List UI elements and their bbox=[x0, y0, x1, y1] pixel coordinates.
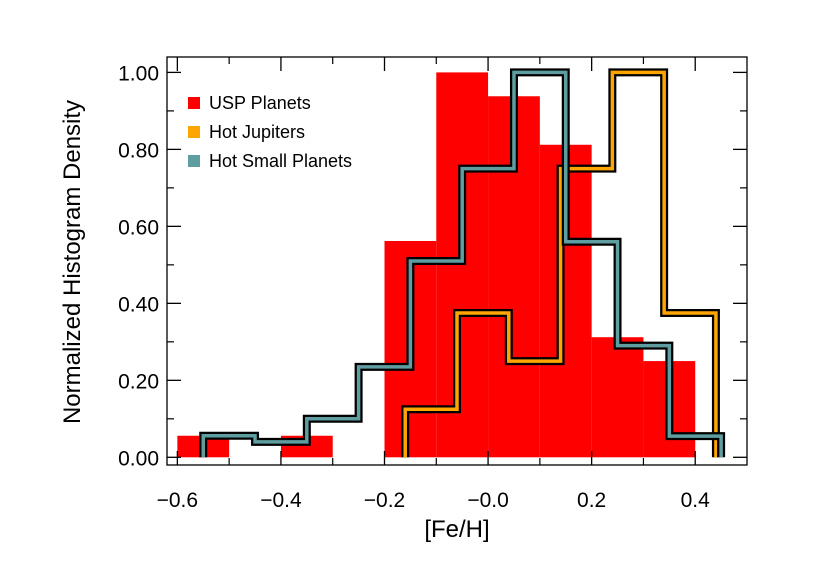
x-tick-label: −0.2 bbox=[364, 489, 405, 512]
x-tick-label: −0.4 bbox=[260, 489, 302, 512]
legend-swatch-hot-jupiters bbox=[188, 126, 200, 138]
x-tick-label: 0.4 bbox=[681, 489, 711, 512]
x-axis-title: [Fe/H] bbox=[424, 516, 489, 543]
legend-swatch-usp-planets bbox=[188, 97, 200, 109]
y-axis-title: Normalized Histogram Density bbox=[59, 100, 86, 424]
y-tick-label: 0.80 bbox=[118, 139, 159, 162]
axis-ticks-layer: −0.6 −0.4 −0.2 −0.0 0.2 0.4 0.00 0.20 0.40 0.60 0.… bbox=[118, 57, 747, 512]
usp-planets-bar-8 bbox=[591, 337, 644, 458]
legend-label-hot-small-planets: Hot Small Planets bbox=[209, 151, 352, 171]
y-tick-label: 1.00 bbox=[118, 62, 159, 85]
y-tick-label: 0.00 bbox=[118, 447, 159, 470]
y-tick-label: 0.40 bbox=[118, 293, 159, 316]
x-tick-label: −0.6 bbox=[157, 489, 198, 512]
legend: USP Planets Hot Jupiters Hot Small Planets bbox=[188, 93, 352, 171]
plot-frame bbox=[166, 56, 748, 466]
legend-label-usp-planets: USP Planets bbox=[209, 93, 311, 113]
hot-jupiters-step-line bbox=[403, 70, 718, 458]
legend-swatch-hot-small-planets bbox=[188, 155, 200, 167]
x-tick-label: −0.0 bbox=[467, 489, 508, 512]
legend-label-hot-jupiters: Hot Jupiters bbox=[209, 122, 305, 142]
step-lines-layer bbox=[199, 68, 726, 458]
hot-small-planets-step-line bbox=[201, 70, 723, 458]
y-tick-label: 0.20 bbox=[118, 370, 159, 393]
y-tick-label: 0.60 bbox=[118, 216, 159, 239]
x-tick-label: 0.2 bbox=[577, 489, 606, 512]
